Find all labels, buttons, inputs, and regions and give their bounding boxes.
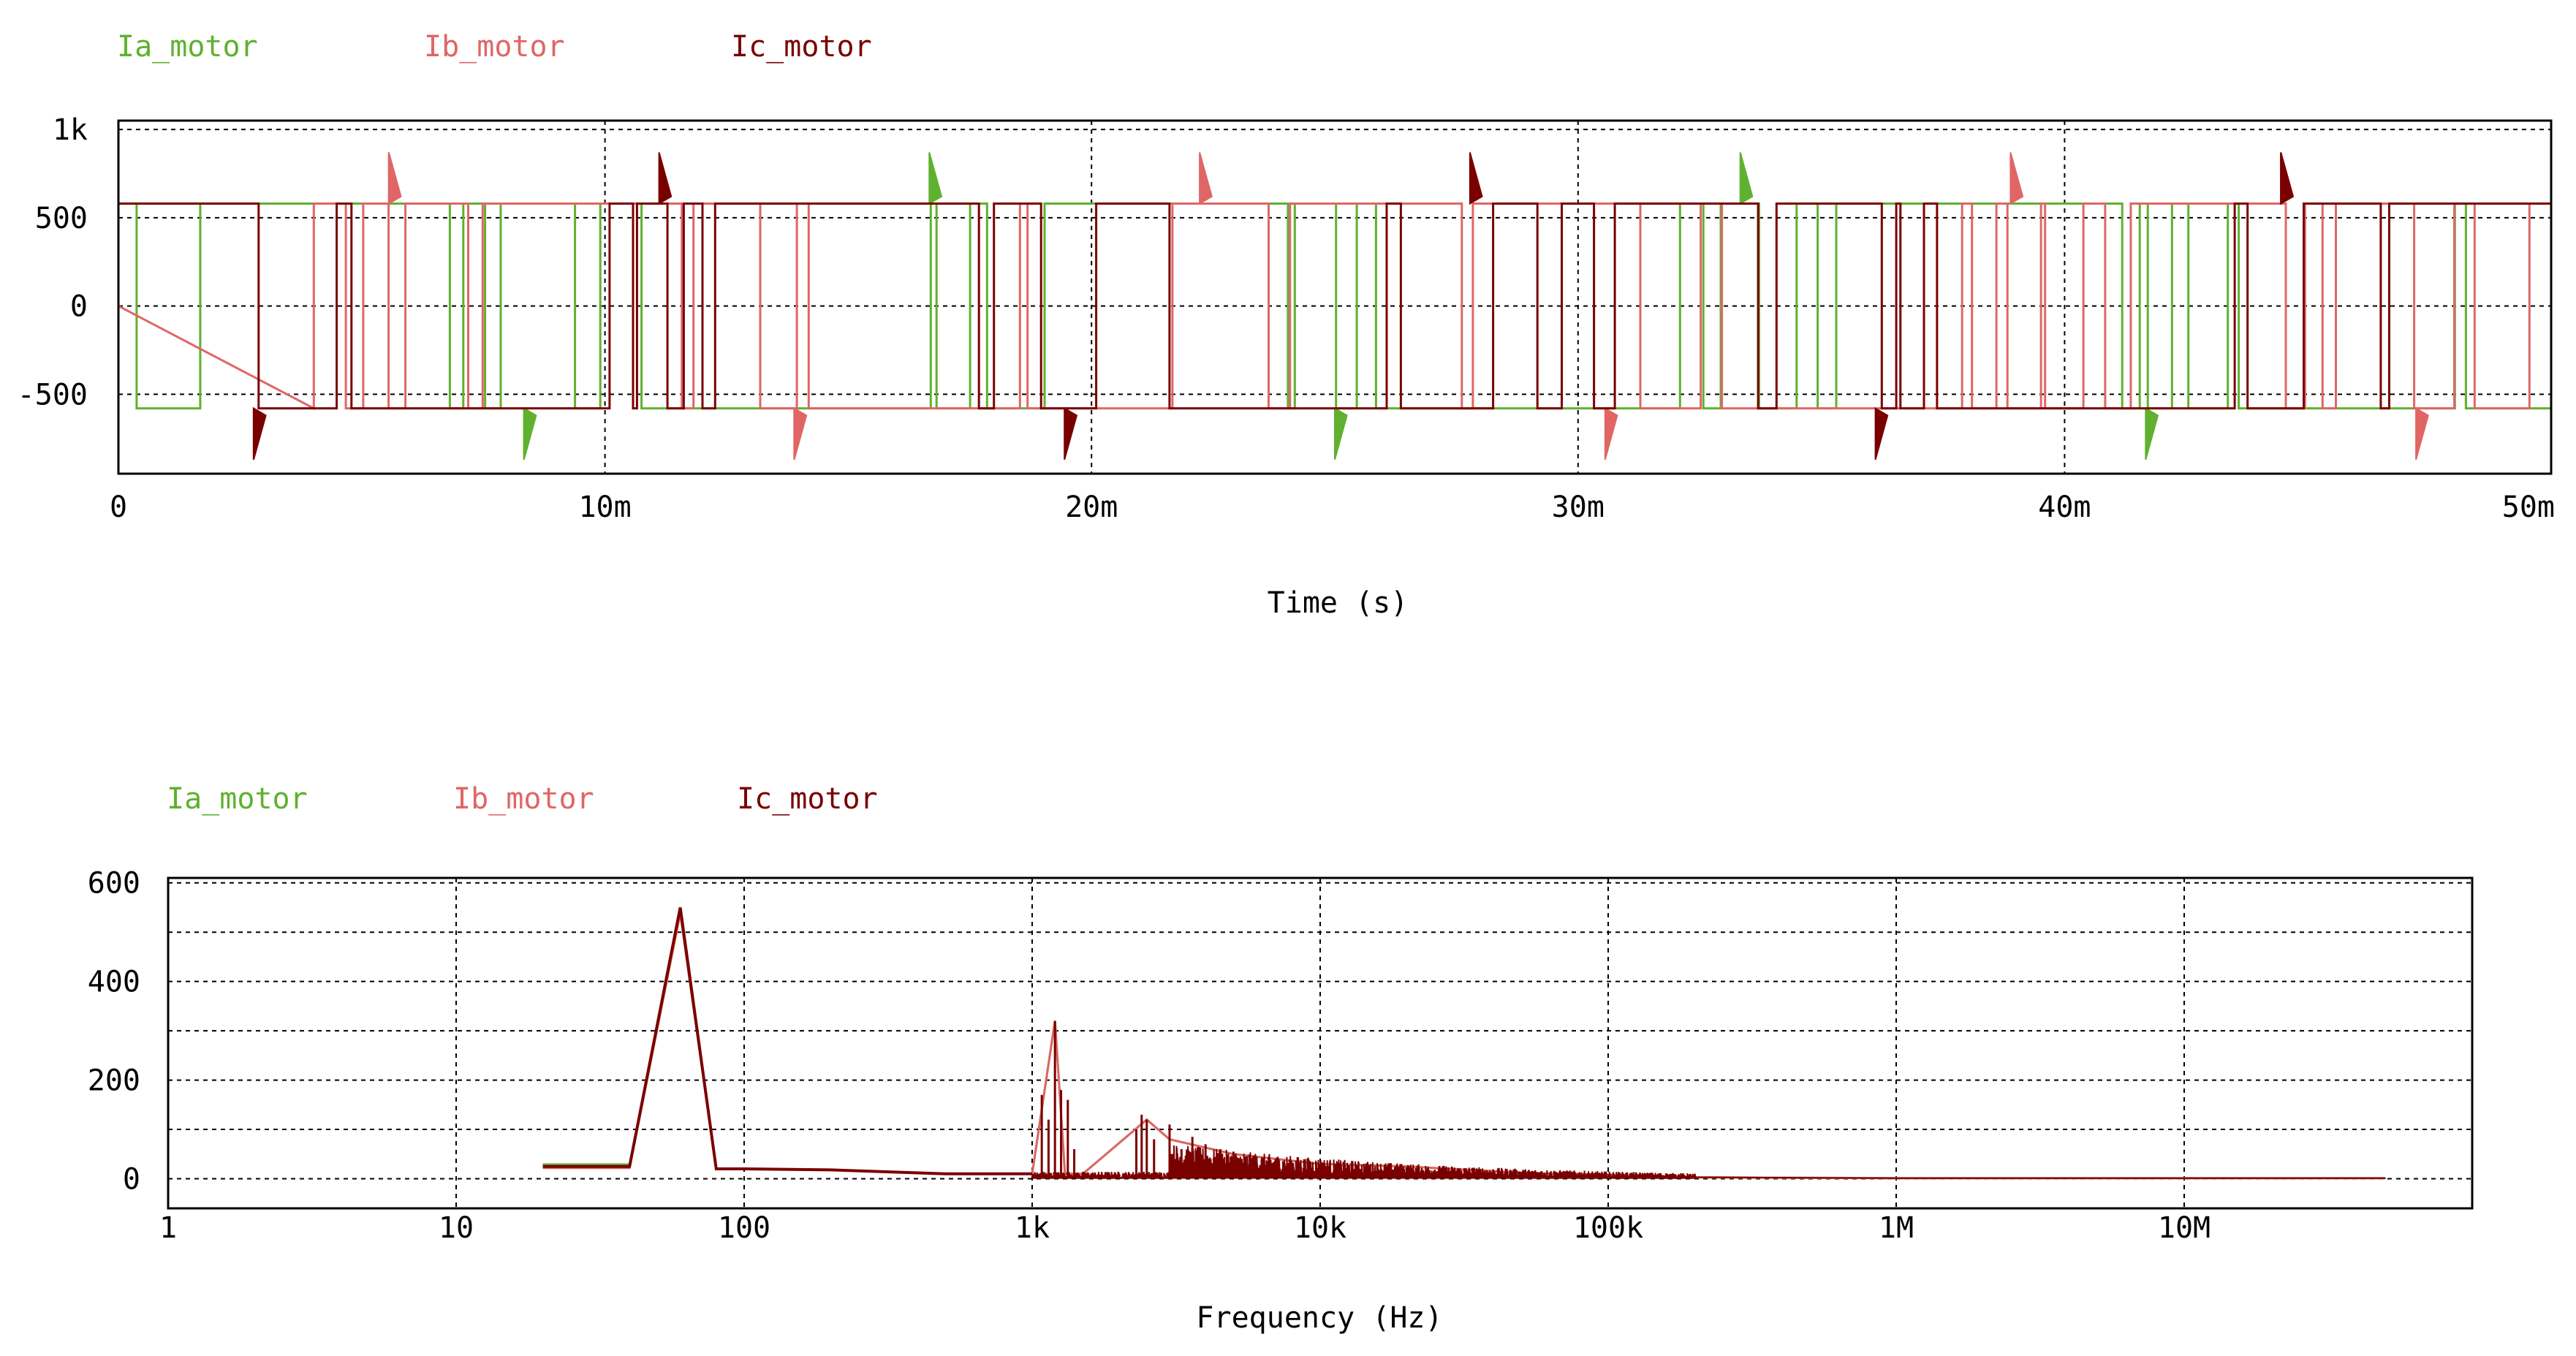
- frequency-x-tick-label: 10: [439, 1211, 474, 1245]
- time-traces: [117, 152, 2551, 460]
- frequency-traces: [542, 907, 2386, 1180]
- frequency-series-line: [542, 907, 1032, 1175]
- frequency-x-tick-label: 10M: [2158, 1211, 2211, 1245]
- frequency-series-line: [542, 913, 2386, 1180]
- time-y-tick-label: -500: [18, 378, 88, 412]
- frequency-x-tick-label: 1: [159, 1211, 177, 1245]
- time-legend: Ia_motor Ib_motor Ic_motor: [117, 30, 872, 64]
- time-legend-entry: Ib_motor: [424, 30, 565, 64]
- frequency-x-tick-label: 100: [718, 1211, 770, 1245]
- time-commutation-spike: [658, 152, 673, 205]
- frequency-legend: Ia_motor Ib_motor Ic_motor: [167, 782, 878, 816]
- frequency-y-tick-label: 0: [123, 1163, 140, 1197]
- time-x-tick-label: 30m: [1552, 490, 1605, 524]
- frequency-x-axis-label: Frequency (Hz): [1196, 1301, 1442, 1335]
- time-commutation-spike: [2145, 406, 2159, 460]
- time-legend-entry: Ic_motor: [731, 30, 872, 64]
- time-y-tick-label: 0: [70, 290, 88, 324]
- time-series-line: [117, 202, 2551, 410]
- time-commutation-spike: [1199, 152, 1213, 205]
- time-commutation-spike: [1604, 406, 1618, 460]
- time-commutation-spike: [793, 406, 808, 460]
- frequency-plot-frame: [167, 876, 2474, 1210]
- time-commutation-spike: [1739, 152, 1754, 205]
- frequency-x-tick-label: 10k: [1294, 1211, 1346, 1245]
- time-x-tick-label: 10m: [578, 490, 631, 524]
- frequency-x-tick-label: 1M: [1879, 1211, 1914, 1245]
- time-commutation-spike: [252, 406, 267, 460]
- time-commutation-spike: [1334, 406, 1348, 460]
- time-x-tick-labels: 0 10m 20m 30m 40m 50m: [110, 490, 2555, 524]
- frequency-x-tick-label: 1k: [1015, 1211, 1050, 1245]
- time-commutation-spike: [2009, 152, 2024, 205]
- time-series-line: [118, 202, 2551, 411]
- frequency-y-tick-labels: 600 400 200 0: [88, 867, 140, 1197]
- frequency-legend-entry: Ia_motor: [167, 782, 308, 816]
- frequency-series-line: [542, 913, 2386, 1180]
- frequency-y-tick-label: 600: [88, 867, 140, 901]
- time-x-tick-label: 0: [110, 490, 127, 524]
- frequency-harmonic-comb: [1031, 1145, 2386, 1179]
- time-commutation-spike: [1874, 406, 1889, 460]
- frequency-legend-entry: Ib_motor: [453, 782, 594, 816]
- time-commutation-spike: [1064, 406, 1078, 460]
- time-y-tick-label: 500: [35, 202, 88, 235]
- time-x-tick-label: 50m: [2502, 490, 2555, 524]
- time-x-tick-label: 20m: [1065, 490, 1118, 524]
- frequency-grid: [167, 878, 2472, 1208]
- time-x-tick-label: 40m: [2038, 490, 2091, 524]
- time-commutation-spike: [387, 152, 402, 205]
- time-x-axis-label: Time (s): [1268, 586, 1409, 620]
- time-domain-panel: 1k 500 0 -500 0 10m 20m 30m 40m 50m Ia_motor Ib_m…: [18, 30, 2555, 620]
- frequency-x-tick-label: 100k: [1573, 1211, 1643, 1245]
- time-legend-entry: Ia_motor: [117, 30, 258, 64]
- frequency-legend-entry: Ic_motor: [737, 782, 878, 816]
- time-y-tick-labels: 1k 500 0 -500: [18, 113, 88, 412]
- frequency-y-tick-label: 200: [88, 1064, 140, 1098]
- frequency-domain-panel: 600 400 200 0 1 10 100 1k 10k 100k 1M 10M Ia_motor…: [88, 782, 2474, 1335]
- time-commutation-spike: [1469, 152, 1483, 205]
- frequency-x-tick-labels: 1 10 100 1k 10k 100k 1M 10M: [159, 1211, 2211, 1245]
- time-plot-frame: [117, 119, 2553, 475]
- time-commutation-spike: [2280, 152, 2295, 205]
- time-commutation-spike: [928, 152, 943, 205]
- time-y-tick-label: 1k: [53, 113, 88, 147]
- time-commutation-spike: [523, 406, 537, 460]
- time-commutation-spike: [2415, 406, 2429, 460]
- frequency-y-tick-label: 400: [88, 966, 140, 999]
